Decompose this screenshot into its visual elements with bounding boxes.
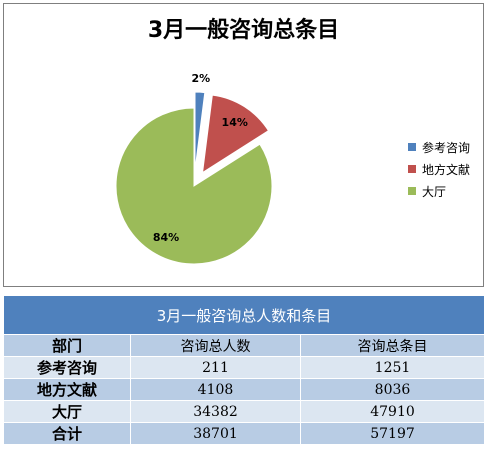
cell-items: 1251: [300, 356, 485, 379]
header-department: 部门: [3, 334, 131, 357]
table-row: 大厅 34382 47910: [3, 400, 485, 423]
cell-people: 4108: [130, 378, 301, 401]
legend-swatch-2: [408, 187, 416, 195]
table-row: 合计 38701 57197: [3, 422, 485, 445]
legend-item-0: 参考咨询: [408, 136, 470, 158]
pie-slice-2: [115, 107, 273, 265]
legend-label-2: 大厅: [422, 184, 447, 199]
pie-chart: 2% 14% 84%: [115, 72, 273, 265]
pie-slice-0: [194, 91, 206, 171]
table-row: 参考咨询 211 1251: [3, 356, 485, 379]
legend-label-0: 参考咨询: [422, 140, 471, 155]
row-label: 合计: [3, 422, 131, 445]
legend-item-1: 地方文献: [408, 158, 470, 180]
cell-items: 8036: [300, 378, 485, 401]
chart-title: 3月一般咨询总条目: [147, 18, 340, 43]
pie-slice-1: [201, 94, 270, 174]
header-total-items: 咨询总条目: [300, 334, 485, 357]
cell-items: 57197: [300, 422, 485, 445]
legend-swatch-1: [408, 165, 416, 173]
row-label: 地方文献: [3, 378, 131, 401]
pie-data-label-2: 84%: [153, 231, 179, 244]
chart-legend: 参考咨询 地方文献 大厅: [408, 136, 470, 202]
row-label: 参考咨询: [3, 356, 131, 379]
legend-label-1: 地方文献: [422, 162, 471, 177]
pie-data-label-1: 14%: [222, 116, 248, 129]
table-title: 3月一般咨询总人数和条目: [3, 295, 485, 335]
row-label: 大厅: [3, 400, 131, 423]
legend-swatch-0: [408, 143, 416, 151]
summary-table-wrap: 3月一般咨询总人数和条目 部门 咨询总人数 咨询总条目 参考咨询 211 125…: [3, 295, 485, 446]
cell-people: 211: [130, 356, 301, 379]
cell-people: 34382: [130, 400, 301, 423]
chart-panel: 3月一般咨询总条目 2% 14% 84% 参考咨询 地方文献 大厅: [3, 3, 484, 287]
summary-table: 3月一般咨询总人数和条目 部门 咨询总人数 咨询总条目 参考咨询 211 125…: [3, 295, 485, 445]
header-total-people: 咨询总人数: [130, 334, 301, 357]
pie-data-label-0: 2%: [191, 72, 210, 85]
cell-people: 38701: [130, 422, 301, 445]
cell-items: 47910: [300, 400, 485, 423]
table-row: 地方文献 4108 8036: [3, 378, 485, 401]
legend-item-2: 大厅: [408, 180, 470, 202]
table-header-row: 部门 咨询总人数 咨询总条目: [3, 334, 485, 357]
